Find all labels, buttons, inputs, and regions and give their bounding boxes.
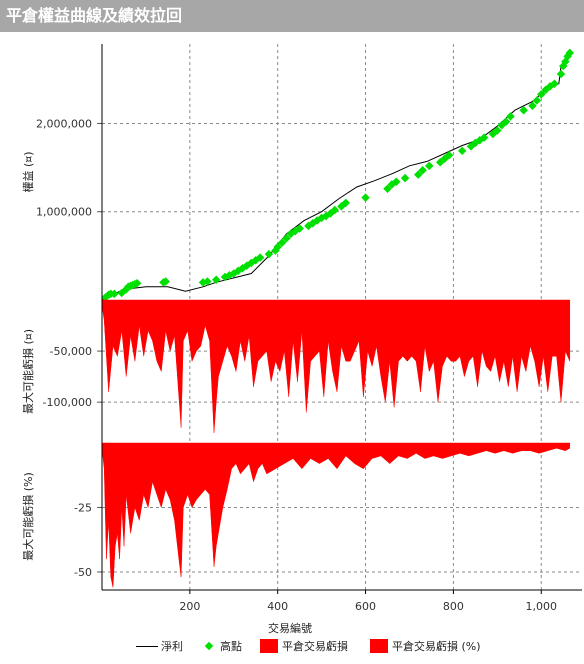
- high-point-marker: [273, 242, 282, 252]
- panel-equity: 1,000,000 2,000,000 權益 (¤): [21, 44, 582, 302]
- legend-marker-swatch: [204, 641, 214, 651]
- high-point-marker: [414, 170, 423, 179]
- high-point-marker: [161, 277, 170, 286]
- high-point-marker: [444, 150, 454, 160]
- x-axis-label: 交易編號: [268, 621, 312, 635]
- chart-title: 平倉權益曲線及績效拉回: [6, 6, 183, 25]
- high-point-marker: [282, 233, 291, 243]
- xtick-label: 1,000: [526, 600, 558, 613]
- high-point-marker: [264, 249, 274, 259]
- legend-item-net: 淨利: [136, 638, 183, 654]
- ytick-label: -50: [74, 566, 92, 579]
- xtick-label: 200: [179, 600, 200, 613]
- high-point-marker: [132, 278, 142, 288]
- high-point-marker: [341, 198, 351, 208]
- legend-label-dd-pct: 平倉交易虧損 (%): [392, 640, 481, 653]
- ytick-label: -50,000: [50, 345, 92, 358]
- legend-red-swatch: [260, 639, 278, 653]
- ytick-label: -100,000: [43, 396, 92, 409]
- legend-item-dd: 平倉交易虧損: [260, 638, 348, 654]
- xtick-label: 800: [443, 600, 464, 613]
- xtick-label: 400: [267, 600, 288, 613]
- legend-red-swatch-pct: [370, 639, 388, 653]
- panel-drawdown-pct: -25 -50 最大可能虧損 (%): [21, 442, 582, 590]
- high-point-marker: [493, 126, 502, 135]
- high-point-marker: [211, 275, 221, 284]
- high-point-marker: [361, 193, 370, 202]
- high-point-marker: [330, 205, 340, 215]
- drawdown-area-abs: [101, 299, 571, 433]
- high-point-marker: [556, 69, 566, 79]
- high-point-marker: [295, 224, 304, 233]
- legend-label-net: 淨利: [161, 640, 183, 653]
- chart-legend: 淨利 高點 平倉交易虧損 平倉交易虧損 (%): [0, 638, 584, 658]
- drawdown-area-pct: [101, 442, 571, 588]
- high-point-marker: [501, 117, 511, 126]
- legend-label-high: 高點: [220, 640, 242, 653]
- high-point-marker: [203, 277, 212, 286]
- high-point-marker: [418, 165, 427, 175]
- high-point-marker: [479, 133, 489, 142]
- high-point-marker: [392, 177, 401, 186]
- high-point-marker: [400, 173, 410, 183]
- high-point-marker: [457, 146, 467, 156]
- legend-item-high: 高點: [200, 638, 242, 654]
- y-axis-label: 最大可能虧損 (%): [21, 472, 35, 561]
- high-point-marker: [425, 161, 434, 171]
- xtick-label: 600: [355, 600, 376, 613]
- ytick-label: 1,000,000: [36, 206, 92, 219]
- ytick-label: -25: [74, 501, 92, 514]
- series-net-line: [101, 50, 572, 301]
- high-point-marker: [506, 112, 515, 121]
- legend-label-dd: 平倉交易虧損: [282, 640, 348, 653]
- ytick-label: 2,000,000: [36, 117, 92, 130]
- legend-line-swatch: [136, 645, 158, 647]
- legend-item-dd-pct: 平倉交易虧損 (%): [370, 638, 481, 654]
- y-axis-label: 權益 (¤): [21, 151, 35, 192]
- high-point-marker: [383, 184, 392, 194]
- y-axis-label: 最大可能虧損 (¤): [21, 329, 35, 414]
- chart-title-bar: 平倉權益曲線及績效拉回: [0, 0, 584, 32]
- high-point-marker: [277, 238, 287, 247]
- high-point-marker: [110, 289, 119, 299]
- panel-drawdown-abs: -50,000 -100,000 最大可能虧損 (¤): [21, 299, 582, 443]
